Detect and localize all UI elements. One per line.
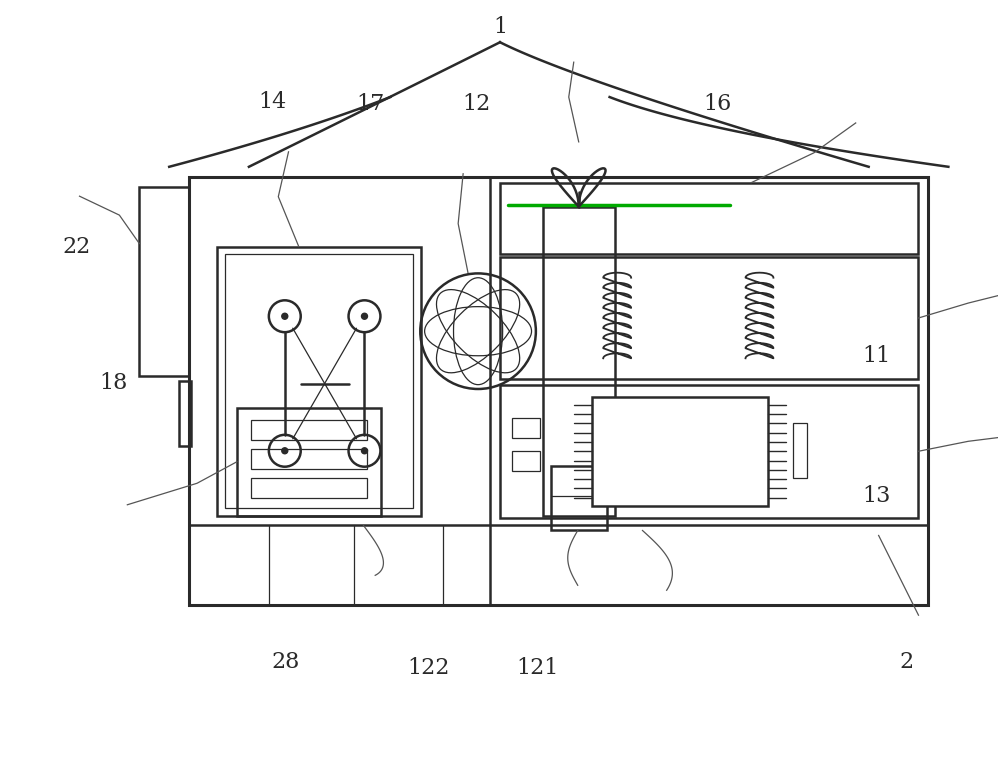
Text: 121: 121 (517, 657, 559, 679)
Bar (592, 397, 768, 506)
Text: 14: 14 (259, 91, 287, 113)
Text: 16: 16 (703, 93, 731, 115)
Bar (500, 257, 918, 379)
Bar (500, 183, 918, 254)
Text: 28: 28 (272, 651, 300, 673)
Bar (543, 207, 615, 516)
Bar (512, 451, 540, 471)
Bar (251, 478, 367, 497)
Bar (793, 423, 807, 478)
Circle shape (362, 448, 367, 454)
Text: 17: 17 (356, 93, 385, 115)
Bar (179, 381, 191, 446)
Bar (139, 187, 189, 376)
Bar (512, 418, 540, 438)
Text: 2: 2 (899, 651, 914, 673)
Text: 122: 122 (407, 657, 449, 679)
Bar (251, 449, 367, 469)
Bar (189, 177, 928, 605)
Text: 12: 12 (462, 93, 490, 115)
Text: 1: 1 (493, 16, 507, 39)
Bar (225, 254, 413, 507)
Bar (551, 466, 607, 530)
Text: 13: 13 (862, 485, 891, 507)
Bar (500, 385, 918, 517)
Circle shape (282, 448, 288, 454)
Circle shape (282, 313, 288, 319)
Text: 18: 18 (99, 372, 128, 394)
Bar (237, 408, 381, 516)
Text: 11: 11 (863, 345, 891, 367)
Circle shape (362, 313, 367, 319)
Text: 22: 22 (62, 235, 91, 258)
Bar (217, 247, 421, 516)
Bar (251, 420, 367, 439)
